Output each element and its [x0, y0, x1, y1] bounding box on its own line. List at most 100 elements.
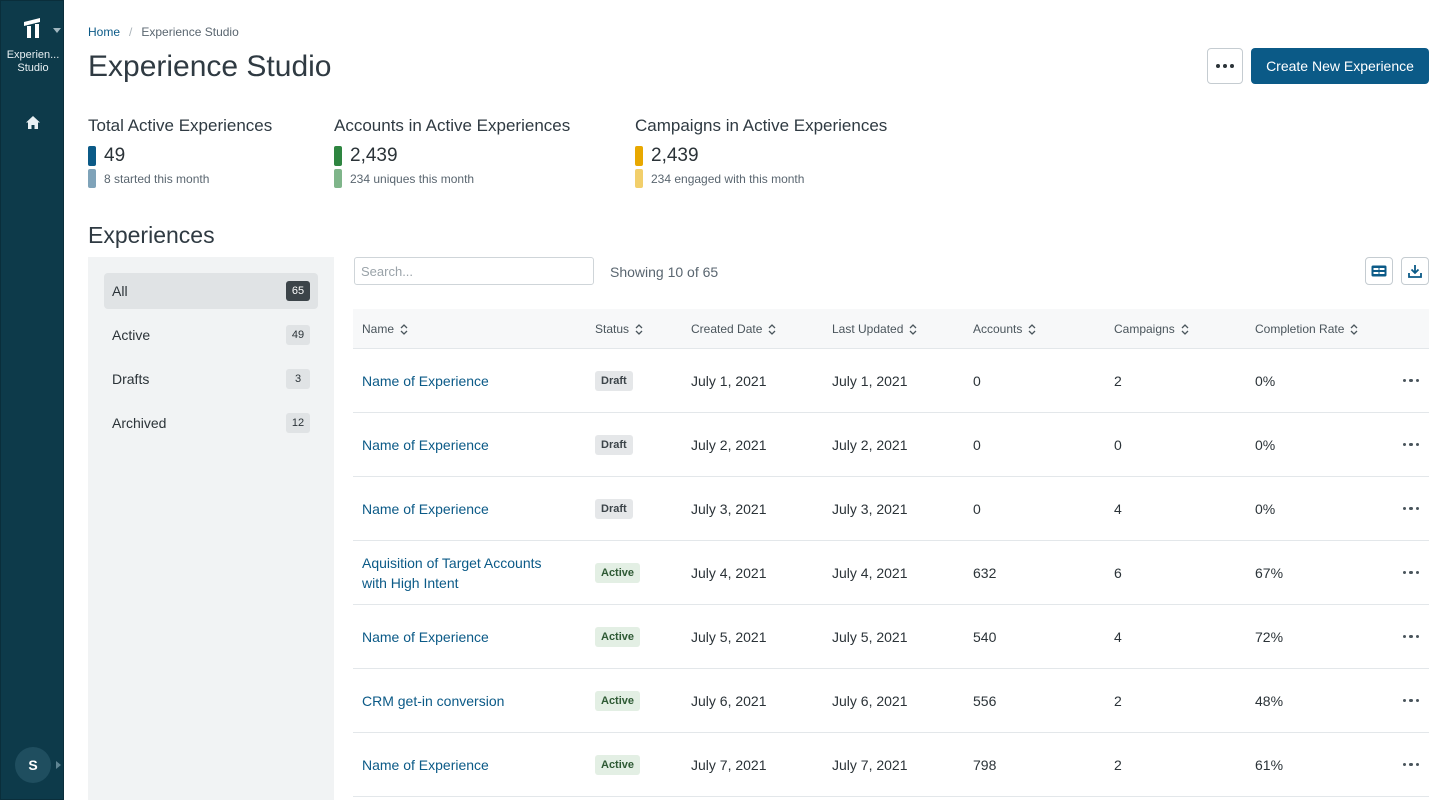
- completion-rate: 0%: [1255, 436, 1276, 453]
- last-updated: July 5, 2021: [832, 628, 908, 645]
- sort-icon: [1350, 323, 1358, 335]
- row-more-icon[interactable]: [1401, 757, 1421, 773]
- table-row: Name of Experience Draft July 3, 2021 Ju…: [353, 477, 1429, 541]
- user-avatar[interactable]: S: [15, 747, 51, 783]
- row-more-icon[interactable]: [1401, 501, 1421, 517]
- column-header-created-date[interactable]: Created Date: [691, 322, 776, 336]
- sort-icon: [1181, 323, 1189, 335]
- experience-name-link[interactable]: Name of Experience: [362, 756, 489, 773]
- created-date: July 7, 2021: [691, 756, 767, 773]
- accounts-count: 556: [973, 692, 997, 709]
- table-view-button[interactable]: [1365, 257, 1393, 285]
- filter-item-drafts[interactable]: Drafts 3: [104, 361, 318, 397]
- filter-label: Archived: [112, 415, 167, 431]
- sort-icon: [635, 323, 643, 335]
- filter-item-all[interactable]: All 65: [104, 273, 318, 309]
- accounts-count: 540: [973, 628, 997, 645]
- filter-label: All: [112, 283, 128, 299]
- stat-color-bar: [88, 146, 96, 166]
- completion-rate: 48%: [1255, 692, 1284, 709]
- stat-sub-color-bar: [334, 169, 342, 188]
- filter-item-archived[interactable]: Archived 12: [104, 405, 318, 441]
- showing-count: Showing 10 of 65: [610, 264, 719, 280]
- create-new-experience-button[interactable]: Create New Experience: [1251, 48, 1429, 84]
- row-more-icon[interactable]: [1401, 693, 1421, 709]
- column-label: Last Updated: [832, 322, 904, 336]
- stat-accounts-in-active-experiences: Accounts in Active Experiences 2,439 234…: [334, 116, 570, 188]
- accounts-count: 0: [973, 500, 981, 517]
- column-header-last-updated[interactable]: Last Updated: [832, 322, 917, 336]
- row-more-icon[interactable]: [1401, 373, 1421, 389]
- created-date: July 1, 2021: [691, 372, 767, 389]
- filter-item-active[interactable]: Active 49: [104, 317, 318, 353]
- more-actions-button[interactable]: [1207, 48, 1243, 84]
- created-date: July 4, 2021: [691, 564, 767, 581]
- column-label: Accounts: [973, 322, 1023, 336]
- status-badge: Active: [595, 626, 641, 647]
- download-button[interactable]: [1401, 257, 1429, 285]
- campaigns-count: 2: [1114, 756, 1122, 773]
- rail-app-label[interactable]: Experien... Studio: [6, 49, 60, 74]
- home-icon[interactable]: [25, 115, 41, 131]
- campaigns-count: 6: [1114, 564, 1122, 581]
- left-rail: Experien... Studio S: [0, 0, 64, 800]
- column-label: Campaigns: [1114, 322, 1175, 336]
- table-row: Aquisition of Target Accounts with High …: [353, 541, 1429, 605]
- column-header-completion-rate[interactable]: Completion Rate: [1255, 322, 1358, 336]
- column-label: Status: [595, 322, 630, 336]
- created-date: July 3, 2021: [691, 500, 767, 517]
- sort-icon: [1028, 323, 1036, 335]
- created-date: July 6, 2021: [691, 692, 767, 709]
- accounts-count: 0: [973, 436, 981, 453]
- experience-name-link[interactable]: Aquisition of Target Accounts with High …: [362, 554, 542, 591]
- last-updated: July 4, 2021: [832, 564, 908, 581]
- stat-campaigns-in-active-experiences: Campaigns in Active Experiences 2,439 23…: [635, 116, 887, 188]
- column-header-name[interactable]: Name: [362, 322, 408, 336]
- column-header-status[interactable]: Status: [595, 322, 643, 336]
- app-switcher-chevron-icon[interactable]: [53, 28, 61, 33]
- filter-count-badge: 65: [286, 281, 310, 301]
- experience-name-link[interactable]: Name of Experience: [362, 500, 489, 517]
- more-horizontal-icon: [1216, 64, 1234, 68]
- experience-name-link[interactable]: CRM get-in conversion: [362, 692, 505, 709]
- completion-rate: 61%: [1255, 756, 1284, 773]
- accounts-count: 798: [973, 756, 997, 773]
- last-updated: July 1, 2021: [832, 372, 908, 389]
- campaigns-count: 0: [1114, 436, 1122, 453]
- column-header-accounts[interactable]: Accounts: [973, 322, 1036, 336]
- download-icon: [1408, 265, 1422, 278]
- column-label: Created Date: [691, 322, 763, 336]
- row-more-icon[interactable]: [1401, 565, 1421, 581]
- column-header-campaigns[interactable]: Campaigns: [1114, 322, 1189, 336]
- app-logo-icon[interactable]: [23, 17, 45, 39]
- last-updated: July 7, 2021: [832, 756, 908, 773]
- breadcrumb-home-link[interactable]: Home: [88, 25, 121, 39]
- filter-count-badge: 12: [286, 413, 310, 433]
- stat-total-active-experiences: Total Active Experiences 49 8 started th…: [88, 116, 272, 188]
- status-badge: Draft: [595, 434, 633, 455]
- experience-name-link[interactable]: Name of Experience: [362, 436, 489, 453]
- stat-value: 2,439: [651, 145, 699, 166]
- filter-panel: All 65 Active 49 Drafts 3 Archived 12: [88, 257, 334, 800]
- breadcrumb-separator: /: [129, 25, 133, 39]
- stat-value: 2,439: [350, 145, 398, 166]
- stat-subtext: 8 started this month: [104, 171, 210, 186]
- search-input[interactable]: [354, 257, 594, 285]
- status-badge: Active: [595, 562, 641, 583]
- filter-count-badge: 3: [286, 369, 310, 389]
- experience-name-link[interactable]: Name of Experience: [362, 372, 489, 389]
- table-row: Name of Experience Active July 5, 2021 J…: [353, 605, 1429, 669]
- experience-name-link[interactable]: Name of Experience: [362, 628, 489, 645]
- created-date: July 5, 2021: [691, 628, 767, 645]
- breadcrumb-current: Experience Studio: [141, 25, 239, 39]
- page-title: Experience Studio: [88, 50, 332, 83]
- status-badge: Active: [595, 754, 641, 775]
- row-more-icon[interactable]: [1401, 437, 1421, 453]
- campaigns-count: 4: [1114, 628, 1122, 645]
- row-more-icon[interactable]: [1401, 629, 1421, 645]
- stat-value: 49: [104, 145, 126, 166]
- filter-label: Active: [112, 327, 151, 343]
- chevron-right-icon: [56, 761, 61, 769]
- column-label: Name: [362, 322, 395, 336]
- stat-title: Total Active Experiences: [88, 116, 273, 135]
